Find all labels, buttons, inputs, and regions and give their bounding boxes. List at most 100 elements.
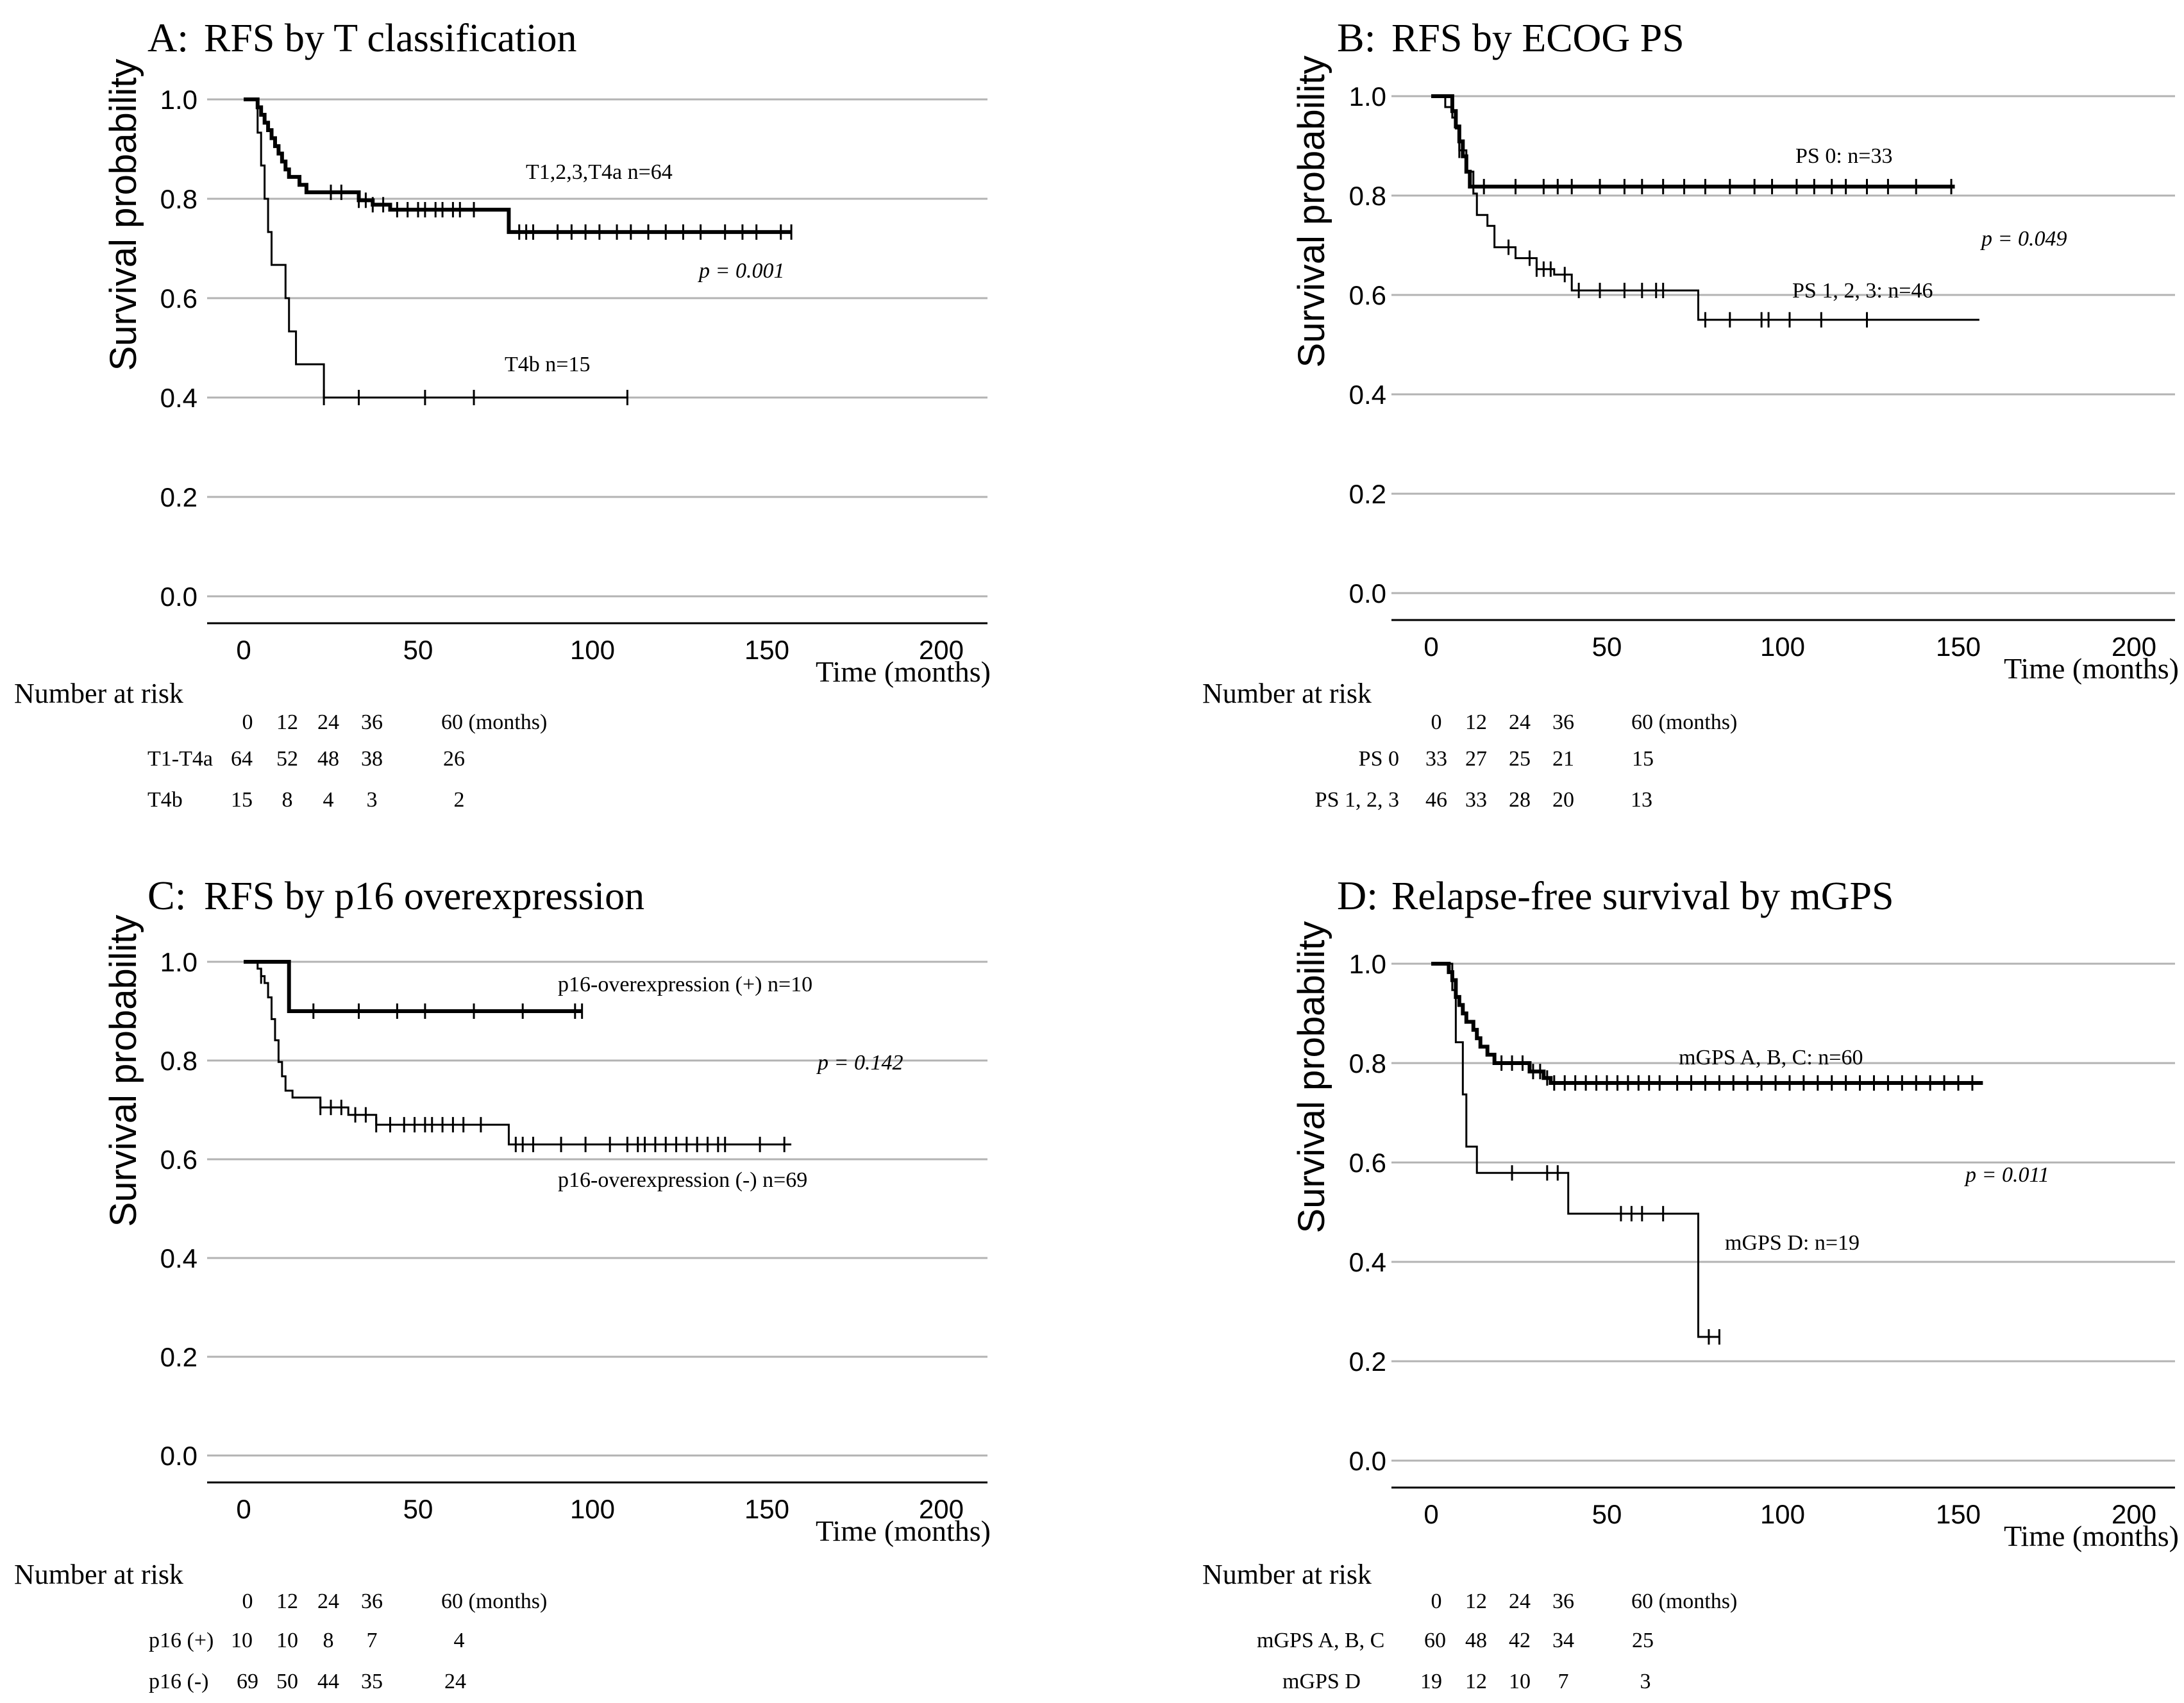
risk-time: 0 (1431, 1590, 1442, 1613)
x-tick-label: 100 (570, 1494, 615, 1524)
x-tick-label: 200 (2112, 632, 2156, 662)
svg-text:Survival probability: Survival probability (1291, 56, 1332, 368)
y-tick-label: 0.6 (1349, 280, 1386, 310)
km-curve-2 (1431, 95, 1979, 321)
km-plot-area (244, 960, 792, 1152)
risk-row-label: mGPS D (1282, 1670, 1361, 1693)
panel-b: B: RFS by ECOG PS Survival probability 0… (1202, 15, 2179, 812)
x-tick-label: 50 (403, 1494, 433, 1524)
y-axis-label: Survival probability (103, 915, 144, 1227)
p-value: p = 0.011 (1964, 1163, 2049, 1187)
chart-title: RFS by ECOG PS (1391, 17, 1684, 60)
panel-letter: D: (1337, 873, 1378, 918)
x-axis-label: Time (months) (2004, 652, 2179, 685)
risk-value: 3 (1640, 1670, 1651, 1693)
x-tick-label: 100 (1760, 632, 1805, 662)
chart-title: Relapse-free survival by mGPS (1391, 875, 1894, 918)
risk-value: 50 (276, 1670, 298, 1693)
risk-time: 24 (317, 1590, 339, 1613)
series-label-p16-pos: p16-overexpression (+) n=10 (558, 973, 812, 996)
y-tick-label: 0.0 (160, 582, 197, 612)
risk-time: 60 (months) (441, 1590, 547, 1613)
risk-value: 38 (361, 747, 383, 771)
series-label-ps123: PS 1, 2, 3: n=46 (1792, 279, 1933, 303)
km-curve-1 (244, 97, 792, 234)
y-tick-label: 0.0 (160, 1441, 197, 1471)
series-label-ps0: PS 0: n=33 (1795, 144, 1892, 168)
risk-value: 24 (444, 1670, 466, 1693)
risk-time: 60 (months) (441, 710, 547, 734)
chart-title: RFS by p16 overexpression (204, 875, 644, 918)
svg-text:Survival probability: Survival probability (1291, 921, 1332, 1234)
risk-value: 48 (317, 747, 339, 771)
risk-time: 0 (242, 710, 253, 734)
x-tick-label: 200 (919, 1494, 964, 1524)
risk-value: 27 (1465, 747, 1487, 771)
risk-value: 33 (1425, 747, 1447, 771)
series-label-t1-t4a: T1,2,3,T4a n=64 (526, 160, 673, 184)
risk-row-label: T1-T4a (147, 747, 213, 771)
risk-time: 0 (242, 1590, 253, 1613)
risk-value: 20 (1552, 788, 1574, 812)
risk-time: 60 (months) (1631, 1590, 1737, 1613)
x-tick-label: 50 (1592, 632, 1622, 662)
risk-value: 8 (282, 788, 293, 812)
chart-title: RFS by T classification (204, 17, 577, 60)
p-value: p = 0.001 (698, 259, 784, 283)
risk-value: 10 (276, 1629, 298, 1652)
x-axis-label: Time (months) (2004, 1520, 2179, 1552)
risk-value: 42 (1509, 1629, 1531, 1652)
risk-table-header: Number at risk (1202, 1559, 1372, 1590)
x-tick-label: 0 (1424, 1499, 1438, 1529)
risk-value: 35 (361, 1670, 383, 1693)
risk-time: 36 (1552, 710, 1574, 734)
y-tick-label: 0.2 (160, 482, 197, 512)
risk-value: 7 (1558, 1670, 1569, 1693)
y-tick-label: 0.6 (160, 283, 197, 314)
risk-value: 10 (1509, 1670, 1531, 1693)
y-tick-label: 0.4 (160, 1243, 197, 1273)
x-tick-label: 50 (1592, 1499, 1622, 1529)
x-tick-label: 150 (744, 635, 789, 665)
x-tick-label: 200 (2112, 1499, 2156, 1529)
x-tick-label: 0 (236, 1494, 251, 1524)
y-tick-label: 1.0 (1349, 949, 1386, 979)
y-tick-label: 0.4 (160, 383, 197, 413)
risk-value: 3 (367, 788, 378, 812)
y-tick-label: 0.0 (1349, 1446, 1386, 1476)
x-axis-label: Time (months) (816, 1514, 991, 1547)
risk-row-label: p16 (+) (149, 1629, 214, 1652)
risk-time: 24 (317, 710, 339, 734)
risk-table-header: Number at risk (1202, 678, 1372, 709)
risk-value: 4 (454, 1629, 465, 1652)
risk-value: 26 (443, 747, 465, 771)
y-tick-label: 1.0 (1349, 81, 1386, 112)
panel-c: C: RFS by p16 overexpression Survival pr… (14, 873, 991, 1693)
x-tick-label: 150 (744, 1494, 789, 1524)
risk-row-label: PS 0 (1359, 747, 1399, 771)
x-tick-label: 150 (1936, 632, 1981, 662)
series-label-mgps-abc: mGPS A, B, C: n=60 (1679, 1046, 1863, 1070)
risk-time: 24 (1509, 1590, 1531, 1613)
risk-value: 8 (323, 1629, 334, 1652)
risk-value: 19 (1420, 1670, 1442, 1693)
km-curve-2 (244, 98, 628, 399)
y-tick-label: 0.8 (1349, 1048, 1386, 1078)
y-tick-label: 0.6 (160, 1145, 197, 1175)
risk-value: 33 (1465, 788, 1487, 812)
risk-value: 10 (231, 1629, 253, 1652)
km-curve-2 (244, 961, 792, 1146)
y-tick-label: 0.2 (160, 1342, 197, 1372)
risk-value: 48 (1465, 1629, 1487, 1652)
p-value: p = 0.142 (816, 1051, 903, 1075)
risk-time: 36 (1552, 1590, 1574, 1613)
panel-letter: A: (147, 15, 189, 60)
risk-value: 13 (1631, 788, 1652, 812)
x-tick-label: 200 (919, 635, 964, 665)
y-tick-label: 0.8 (160, 1046, 197, 1076)
x-tick-label: 100 (570, 635, 615, 665)
risk-row-label: mGPS A, B, C (1257, 1629, 1384, 1652)
panel-letter: B: (1337, 15, 1375, 60)
risk-value: 4 (323, 788, 334, 812)
